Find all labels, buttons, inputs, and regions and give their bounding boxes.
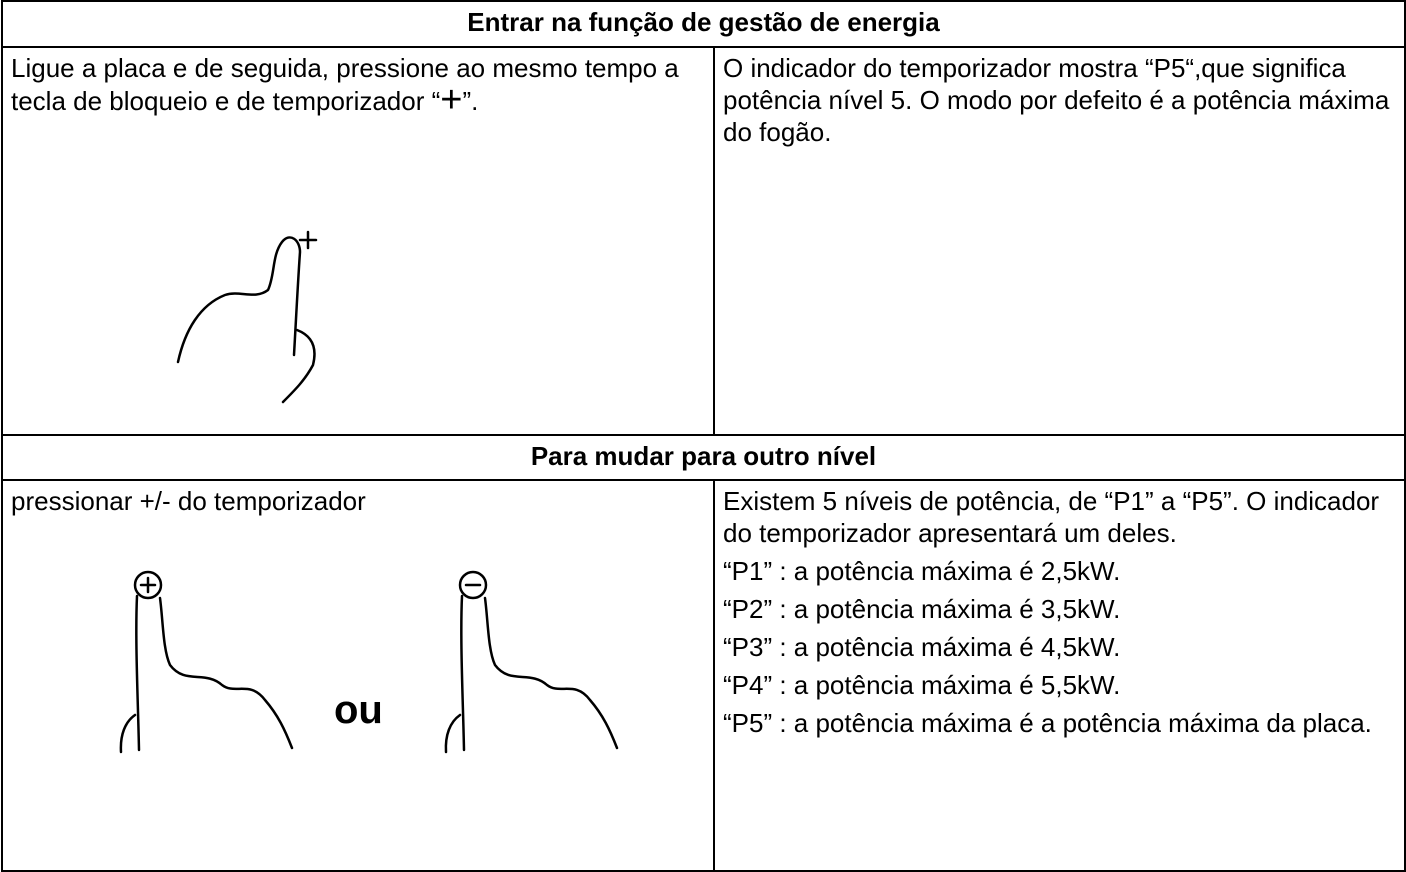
level-text: “P1” : a potência máxima é 2,5kW.	[723, 556, 1121, 586]
level-text: “P4” : a potência máxima é 5,5kW.	[723, 670, 1121, 700]
instruction-text: ”.	[462, 86, 479, 116]
plus-symbol: +	[440, 79, 463, 121]
result-cell: O indicador do temporizador mostra “P5“,…	[713, 46, 1406, 436]
level-text: Existem 5 níveis de potência, de “P1” a …	[723, 486, 1380, 548]
result-cell: Existem 5 níveis de potência, de “P1” a …	[713, 479, 1406, 872]
hand-icon	[444, 570, 619, 754]
level-text: “P3” : a potência máxima é 4,5kW.	[723, 632, 1121, 662]
or-label: ou	[334, 688, 383, 732]
level-text: “P2” : a potência máxima é 3,5kW.	[723, 594, 1121, 624]
hand-icon	[119, 570, 294, 754]
instruction-text: Ligue a placa e de seguida, pressione ao…	[11, 53, 679, 116]
instruction-text: pressionar +/- do temporizador	[11, 486, 366, 516]
hand-icon	[176, 230, 318, 404]
result-text: O indicador do temporizador mostra “P5“,…	[723, 53, 1390, 147]
level-text: “P5” : a potência máxima é a potência má…	[723, 708, 1372, 738]
